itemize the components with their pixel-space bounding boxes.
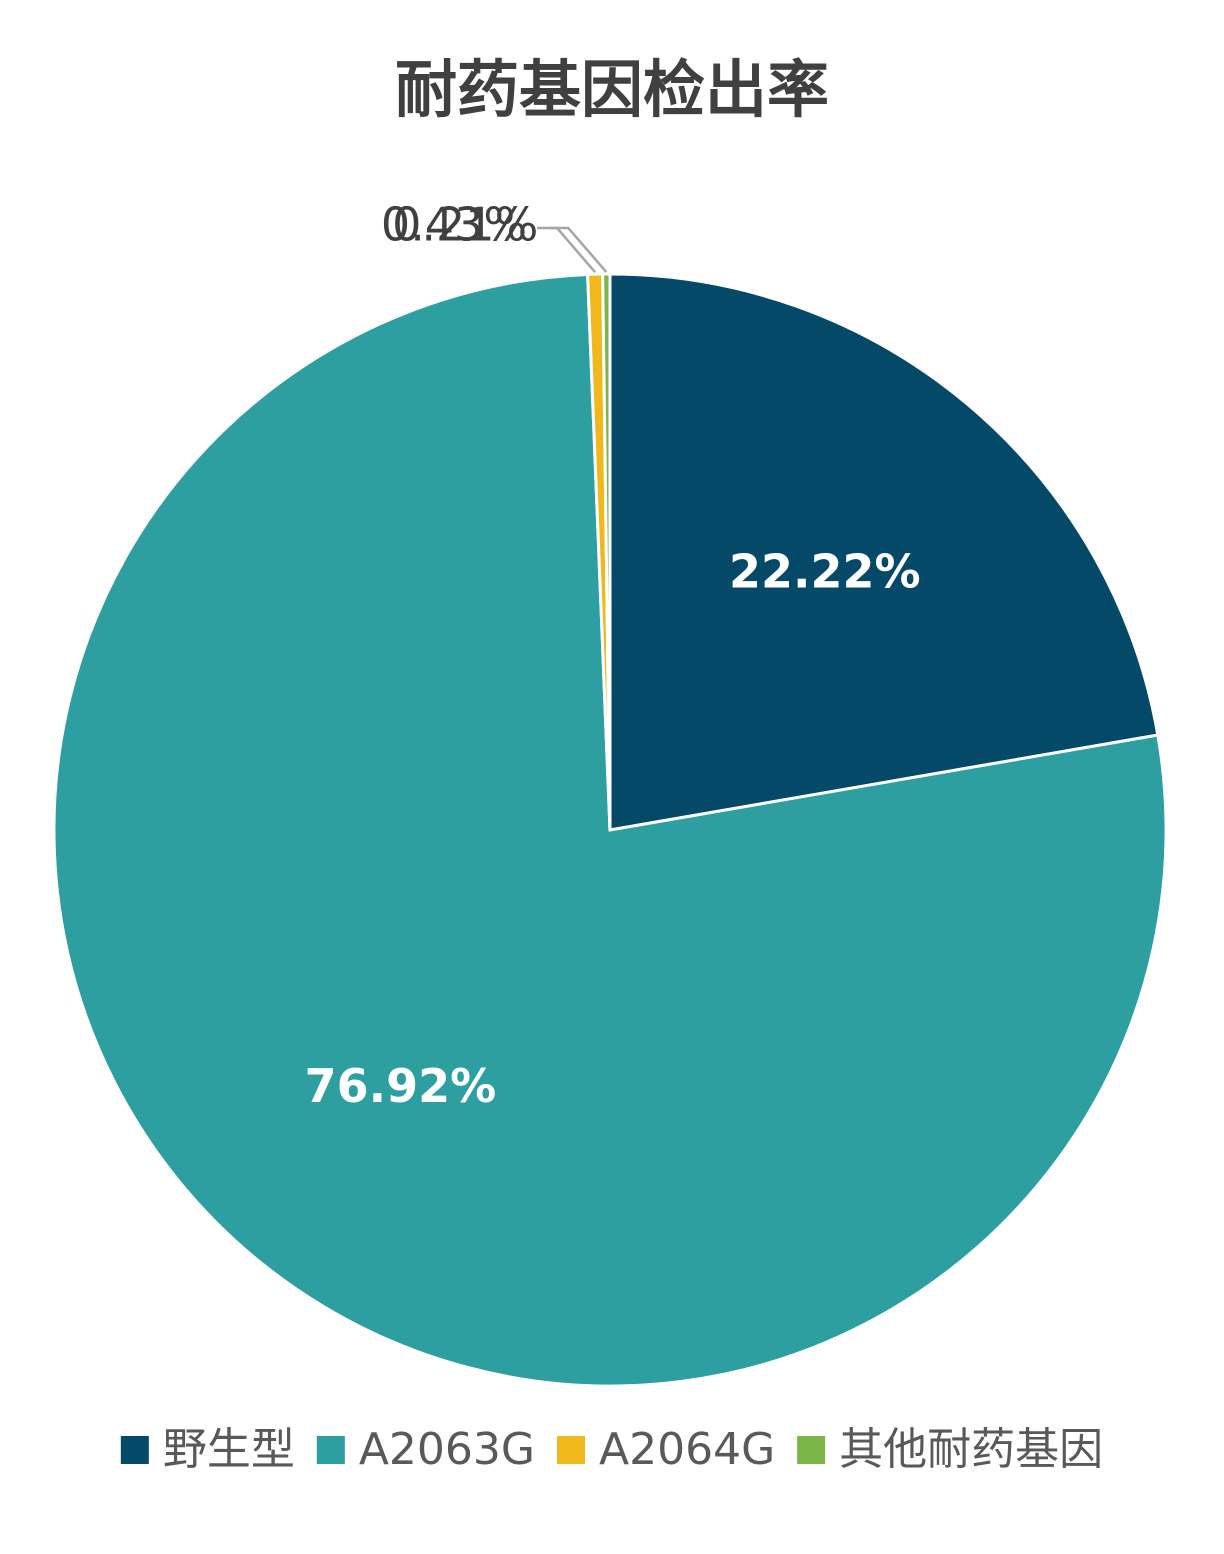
data-label: 0.43% [381,198,527,252]
legend-label: A2063G [359,1424,535,1475]
data-label: 22.22% [729,544,921,598]
data-label: 0.21% [392,198,538,252]
legend-swatch [557,1436,585,1464]
legend-label: 野生型 [163,1424,295,1475]
legend-swatch [797,1436,826,1464]
chart-title: 耐药基因检出率 [395,53,829,126]
leader-line [548,226,608,273]
data-label: 76.92% [305,1059,497,1113]
pie-slice [52,272,1168,1388]
legend-label: A2064G [599,1424,775,1475]
legend-label: 其他耐药基因 [839,1424,1103,1475]
pie-slice [601,272,612,831]
pie-slice [608,272,1160,832]
legend-swatch [316,1436,345,1464]
legend-swatch [120,1436,149,1464]
